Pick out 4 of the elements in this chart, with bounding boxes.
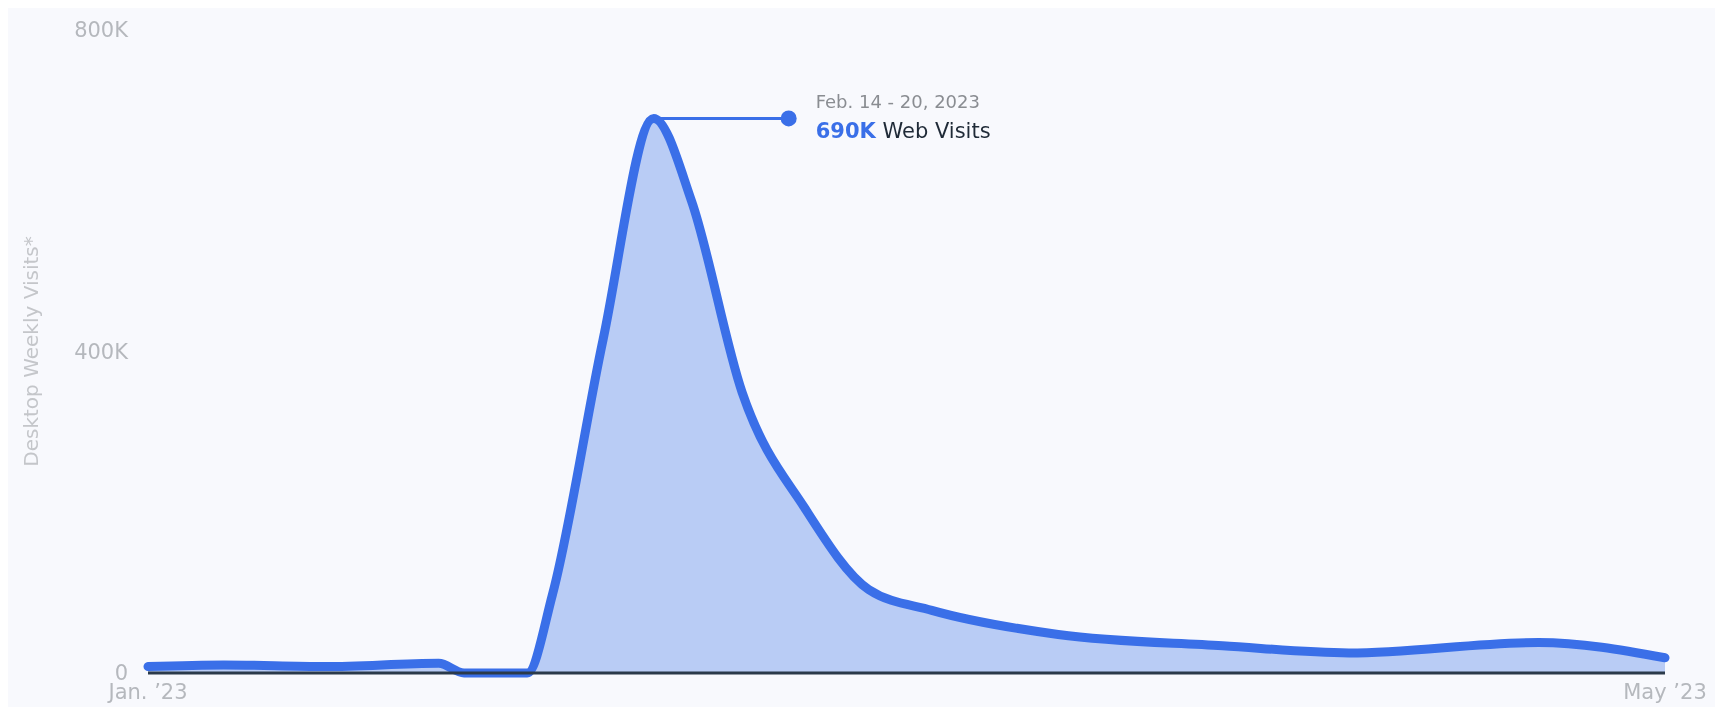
x-tick-label: May ’23 <box>1623 680 1707 704</box>
y-tick-label: 400K <box>74 339 130 364</box>
annotation: Feb. 14 - 20, 2023 690K Web Visits <box>815 91 991 144</box>
y-tick-label: 800K <box>74 18 130 43</box>
